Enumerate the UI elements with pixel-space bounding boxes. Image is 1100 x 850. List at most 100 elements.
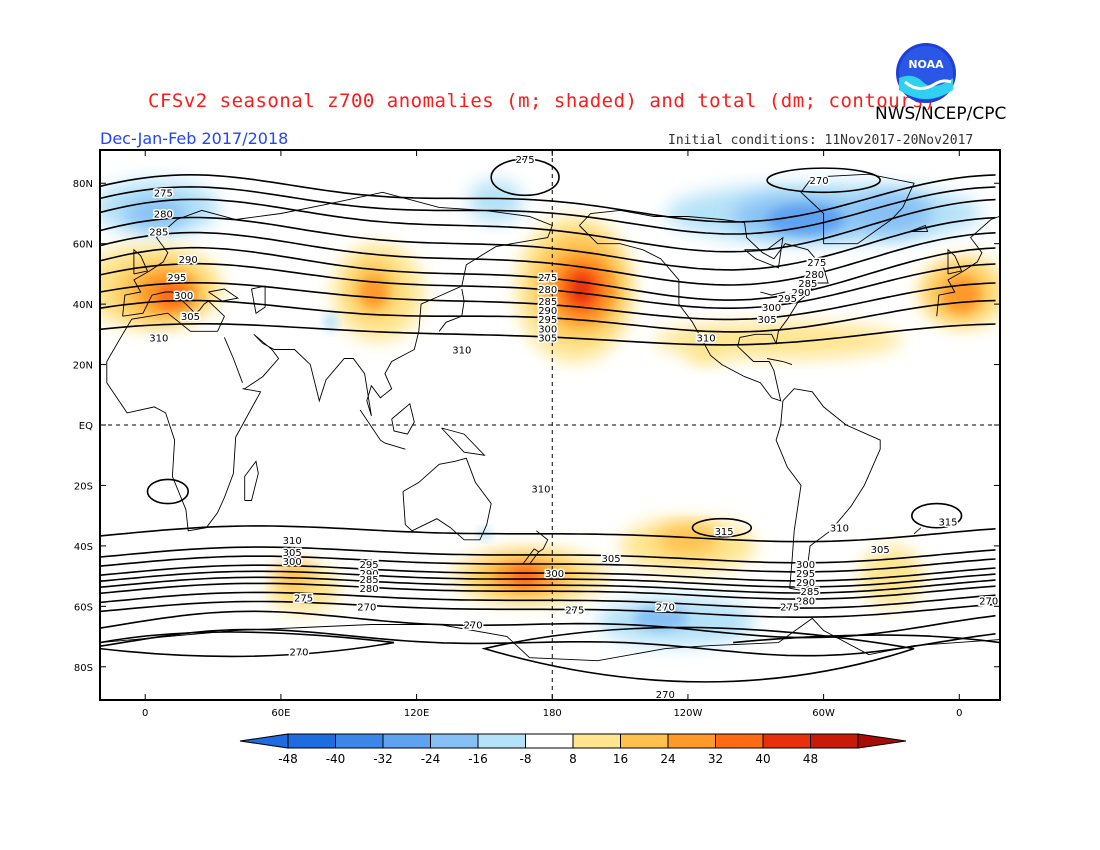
- lat-label: 40N: [73, 300, 93, 311]
- contour-label: 270: [289, 648, 308, 659]
- anomaly-blob: [124, 198, 189, 229]
- contour-label: 300: [545, 569, 564, 580]
- contour-line: [100, 628, 996, 657]
- contour-label: 270: [357, 602, 376, 613]
- contour-line: [100, 525, 996, 543]
- closed-contour: [766, 167, 881, 194]
- contour-label: 300: [762, 303, 781, 314]
- coastline: [913, 527, 922, 535]
- contour-label: 305: [538, 333, 557, 344]
- contour-line: [100, 323, 996, 346]
- contour-label: 270: [656, 690, 675, 701]
- lon-label: 120W: [673, 708, 702, 719]
- lat-label: 60S: [74, 602, 93, 613]
- contour-line: [100, 173, 996, 223]
- contour-label: 285: [360, 575, 379, 586]
- contour-label: 270: [656, 602, 675, 613]
- coastline: [384, 442, 406, 450]
- closed-contour: [481, 626, 915, 683]
- contour-label: 295: [167, 273, 186, 284]
- contour-label: 295: [538, 315, 557, 326]
- contour-label: 310: [531, 484, 550, 495]
- contour-line: [100, 262, 996, 309]
- contour-line: [100, 186, 996, 235]
- lon-label: 120E: [404, 708, 429, 719]
- contour-label: 300: [538, 324, 557, 335]
- lon-label: 60W: [812, 708, 835, 719]
- contour-label: 290: [360, 569, 379, 580]
- contour-line: [100, 246, 996, 301]
- coastline: [767, 358, 793, 366]
- coastline: [100, 617, 1000, 662]
- initial-conditions-label: Initial conditions: 11Nov2017-20Nov2017: [668, 133, 974, 148]
- contour-line: [100, 282, 996, 321]
- contour-label: 275: [565, 605, 584, 616]
- contour-label: 290: [538, 306, 557, 317]
- lat-label: 80S: [74, 663, 93, 674]
- lat-label: 20S: [74, 481, 93, 492]
- contour-label: 290: [179, 255, 198, 266]
- season-label: Dec-Jan-Feb 2017/2018: [100, 129, 289, 148]
- lat-label: EQ: [79, 421, 93, 432]
- coastline: [579, 209, 829, 402]
- contour-label: 270: [810, 176, 829, 187]
- lon-label: 60E: [271, 708, 290, 719]
- contour-line: [100, 570, 996, 588]
- contour-label: 300: [796, 560, 815, 571]
- coastline: [223, 337, 243, 383]
- contour-label: 305: [181, 312, 200, 323]
- coastline: [909, 224, 929, 233]
- contour-label: 275: [294, 593, 313, 604]
- coastline: [208, 288, 240, 302]
- contour-label: 310: [283, 536, 302, 547]
- contour-line: [100, 546, 996, 564]
- coastline: [359, 409, 386, 444]
- contour-label: 310: [696, 333, 715, 344]
- contour-line: [100, 299, 996, 333]
- contour-line: [100, 582, 996, 600]
- coastlines: [100, 173, 1000, 662]
- contour-label: 280: [360, 584, 379, 595]
- coastline: [775, 388, 881, 592]
- lon-label: 180: [543, 708, 562, 719]
- coastline: [800, 173, 915, 245]
- coastline: [133, 248, 149, 275]
- anomaly-blob: [850, 192, 933, 235]
- noaa-logo: NOAA: [896, 43, 956, 103]
- contour-label: 305: [283, 548, 302, 559]
- anomaly-blob: [468, 180, 523, 223]
- contour-label: 285: [798, 279, 817, 290]
- anomaly-blob: [323, 313, 338, 332]
- contour-line: [100, 591, 996, 609]
- contour-label: 275: [780, 602, 799, 613]
- lon-label: 0: [142, 708, 148, 719]
- contour-label: 285: [538, 297, 557, 308]
- figure-title: CFSv2 seasonal z700 anomalies (m; shaded…: [148, 90, 936, 112]
- contour-label: 270: [464, 620, 483, 631]
- lat-label: 80N: [73, 179, 93, 190]
- contour-label: 275: [807, 258, 826, 269]
- anomaly-blob: [685, 334, 727, 365]
- contour-label: 310: [830, 524, 849, 535]
- coastline: [441, 427, 486, 456]
- map-axes: 80N 60N 40N 20N EQ 20S 40S 60S 80S 0 60E 120E 180 120…: [73, 150, 1000, 719]
- lat-label: 40S: [74, 542, 93, 553]
- closed-contour: [490, 158, 560, 197]
- contour-label: 295: [796, 569, 815, 580]
- coastline: [244, 460, 259, 501]
- contour-labels: 2752752802852902953003053103102752802852…: [148, 154, 1000, 701]
- contour-line: [100, 198, 996, 253]
- coastline: [391, 402, 415, 435]
- contour-label: 315: [715, 527, 734, 538]
- coastline: [760, 291, 786, 296]
- closed-contour: [733, 634, 1000, 644]
- contour-label: 300: [283, 557, 302, 568]
- coastline: [536, 530, 549, 553]
- coastline: [402, 457, 492, 541]
- contour-label: 275: [516, 155, 535, 166]
- height-contours: [100, 158, 1000, 683]
- contour-label: 285: [801, 587, 820, 598]
- lon-label: 0: [956, 708, 962, 719]
- contour-line: [100, 600, 996, 618]
